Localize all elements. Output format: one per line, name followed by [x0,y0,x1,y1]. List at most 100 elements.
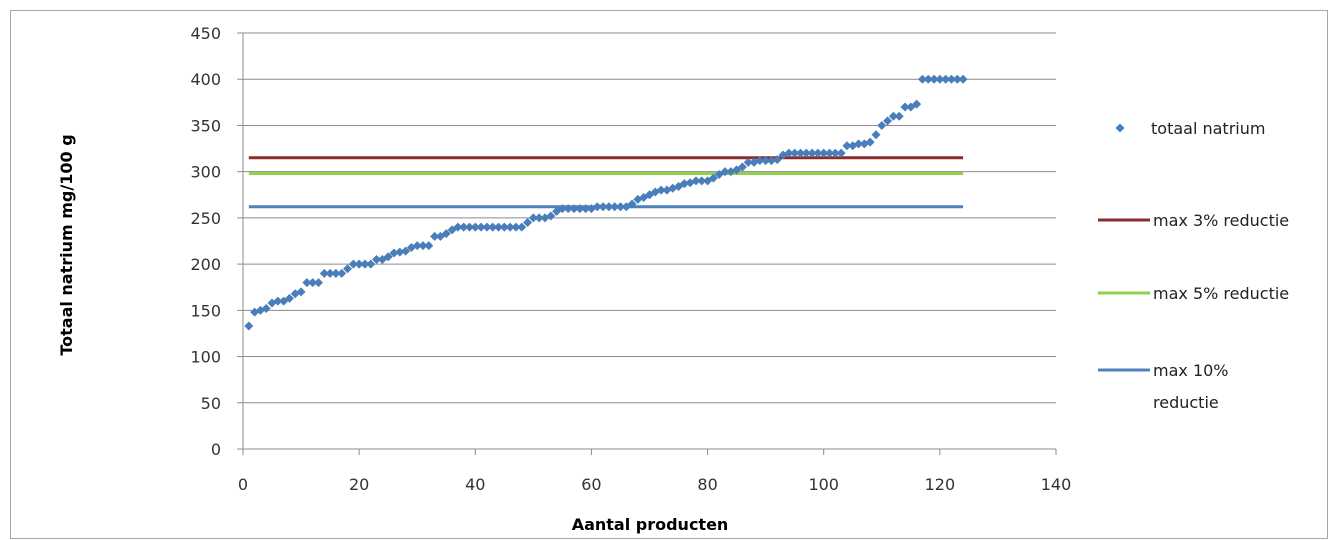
data-point [598,202,608,212]
data-point [511,222,521,232]
x-tick-label: 40 [465,475,485,494]
y-tick-labels: 0 50 100 150 200 250 300 350 400 450 [190,24,221,459]
data-point [627,199,637,209]
data-point [755,156,765,166]
data-point [784,148,794,158]
data-point [575,204,585,214]
data-point [499,222,509,232]
data-point [761,156,771,166]
data-point [610,202,620,212]
data-point [836,148,846,158]
data-point [482,222,492,232]
data-point [418,241,428,251]
data-point [790,148,800,158]
data-point [401,246,411,256]
legend-label: max 5% reductie [1153,284,1289,303]
data-point [813,148,823,158]
gridlines [243,32,1056,404]
data-point [313,278,323,288]
y-tick-label: 100 [190,348,221,367]
data-point [952,74,962,84]
data-point [302,278,312,288]
y-tick-label: 450 [190,24,221,43]
data-point [360,259,370,269]
data-point [615,202,625,212]
data-point [441,229,451,239]
data-point [697,176,707,186]
y-tick-label: 0 [211,440,221,459]
data-point [517,222,527,232]
legend-label-line: max 10% [1153,361,1229,380]
data-point [679,179,689,189]
data-point [308,278,318,288]
data-point [842,141,852,151]
legend-label: max 10% reductie [1153,361,1229,412]
x-axis-title: Aantal producten [572,515,729,534]
data-point [563,204,573,214]
data-point [743,157,753,167]
data-point [883,116,893,126]
data-point [557,204,567,214]
data-point [494,222,504,232]
x-tick-label: 100 [808,475,839,494]
data-point [830,148,840,158]
x-tick-label: 20 [349,475,369,494]
x-tick-labels: 0 20 40 60 80 100 120 140 [238,475,1071,494]
data-point [366,259,376,269]
data-point [372,254,382,264]
data-point [871,130,881,140]
data-point [807,148,817,158]
x-tick-label: 120 [925,475,956,494]
data-point [917,74,927,84]
data-point [592,202,602,212]
data-point [720,167,730,177]
data-point [383,252,393,262]
y-axis-title: Totaal natrium mg/100 g [57,134,76,355]
data-point [894,111,904,121]
data-point [470,222,480,232]
data-point [453,222,463,232]
data-point [900,102,910,112]
data-point [935,74,945,84]
legend: totaal natrium max 3% reductie max 5% redu… [1098,119,1289,412]
data-point [946,74,956,84]
data-point [825,148,835,158]
data-point [319,268,329,278]
data-point [354,259,364,269]
data-point [476,222,486,232]
data-point [708,173,718,183]
data-point [691,176,701,186]
data-point [412,241,422,251]
y-tick-label: 350 [190,116,221,135]
data-point [772,155,782,165]
data-point [273,296,283,306]
y-tick-label: 150 [190,301,221,320]
data-point [284,293,294,303]
data-point [296,287,306,297]
data-point [958,74,968,84]
data-point [737,162,747,172]
data-point [854,139,864,149]
scatter-points [244,74,968,331]
x-tick-label: 80 [697,475,717,494]
data-point [941,74,951,84]
data-point [395,247,405,257]
data-point [888,111,898,121]
data-point [244,321,254,331]
data-point [348,259,358,269]
data-point [505,222,515,232]
data-point [389,248,399,258]
data-point [464,222,474,232]
data-point [430,231,440,241]
y-tick-label: 400 [190,70,221,89]
data-point [528,213,538,223]
data-point [488,222,498,232]
x-tick-label: 0 [238,475,248,494]
data-point [801,148,811,158]
y-tick-label: 250 [190,209,221,228]
data-point [604,202,614,212]
legend-label-line: reductie [1153,393,1219,412]
y-tick-label: 50 [201,394,221,413]
data-point [581,204,591,214]
